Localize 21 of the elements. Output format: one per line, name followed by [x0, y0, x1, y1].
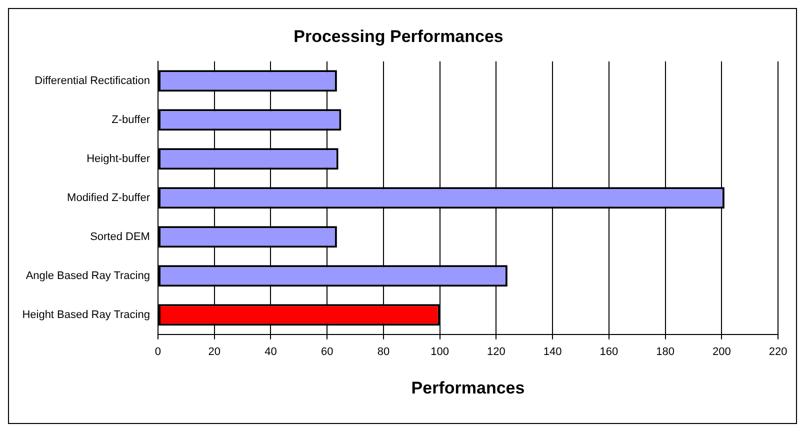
x-tick-label: 120: [486, 346, 506, 358]
y-tick-label: Height Based Ray Tracing: [22, 308, 150, 321]
x-tick-label: 0: [154, 346, 162, 358]
x-tick-label: 60: [320, 346, 334, 358]
x-tick-label: 80: [377, 346, 390, 358]
x-tick-label: 160: [600, 346, 618, 358]
y-tick-label: Differential Rectification: [34, 74, 150, 87]
x-tick-label: 100: [430, 346, 449, 358]
x-tick-label: 200: [712, 346, 731, 358]
x-tick-label: 20: [208, 346, 220, 358]
y-tick-label: Z-buffer: [112, 114, 150, 126]
x-tick-label: 140: [543, 346, 562, 358]
x-axis-title: Performances: [411, 378, 525, 398]
x-tick-label: 180: [656, 346, 674, 358]
x-tick-label: 40: [264, 346, 277, 358]
y-tick-label: Angle Based Ray Tracing: [26, 270, 150, 282]
y-tick-label: Modified Z-buffer: [67, 192, 150, 204]
y-tick-label: Sorted DEM: [90, 230, 150, 243]
y-tick-label: Height-buffer: [86, 152, 150, 165]
x-tick-label: 220: [768, 346, 788, 358]
chart-title: Processing Performances: [294, 26, 504, 46]
